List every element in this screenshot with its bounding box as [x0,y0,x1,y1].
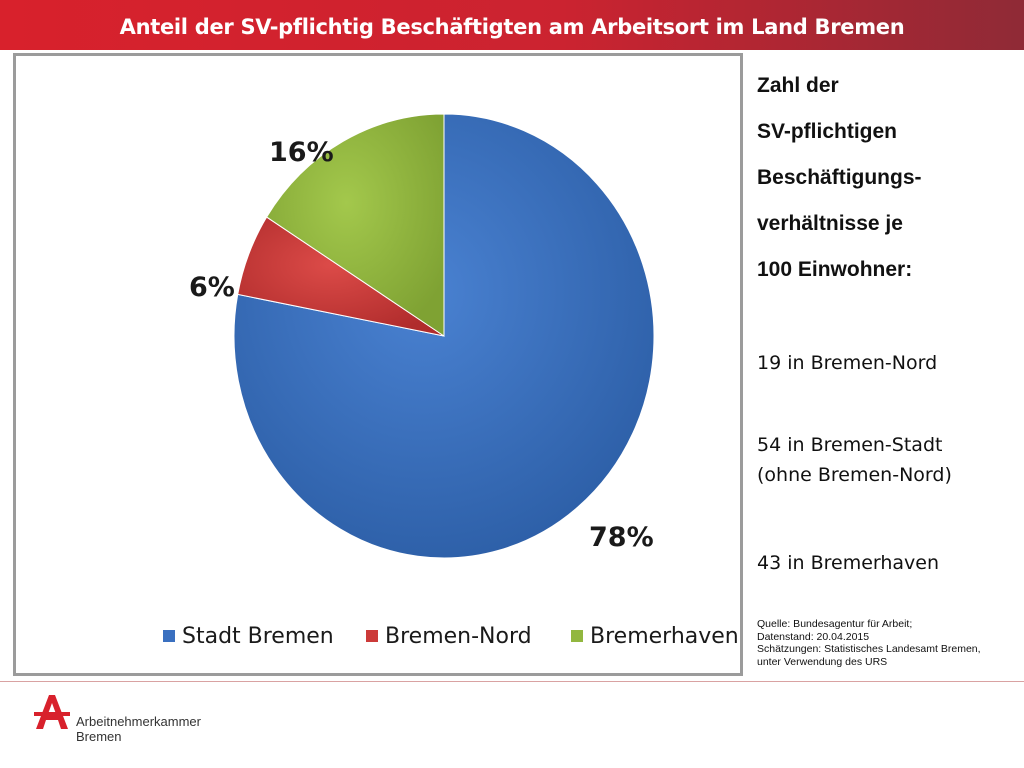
stat-line: 19 in Bremen-Nord [757,352,938,374]
legend-swatch-bremen-nord [366,630,378,642]
legend-label-bremerhaven: Bremerhaven [590,624,739,649]
data-label-bremerhaven: 16% [269,137,334,168]
data-label-bremen-nord: 6% [189,272,235,303]
slide-title: Anteil der SV-pflichtig Beschäftigten am… [119,15,905,39]
logo-wordmark: Arbeitnehmerkammer Bremen [76,714,201,744]
heading-line: Beschäftigungs- [757,166,922,189]
stat-bremen-stadt: 54 in Bremen-Stadt (ohne Bremen-Nord) [757,430,1017,490]
title-bar [0,0,1024,50]
indicator-heading: Zahl der SV-pflichtigen Beschäftigungs- … [757,70,997,300]
arbeitnehmerkammer-logo [32,692,72,737]
logo-line: Bremen [76,729,122,744]
source-line: Quelle: Bundesagentur für Arbeit; [757,618,913,630]
stat-line-sub: (ohne Bremen-Nord) [757,464,952,486]
pie-slice-bremerhaven [266,113,445,337]
source-note: Quelle: Bundesagentur für Arbeit; Datens… [757,618,1022,668]
heading-line: Zahl der [757,74,839,97]
data-label-stadt-bremen: 78% [589,522,654,553]
legend-label-bremen-nord: Bremen-Nord [385,624,532,649]
source-line: unter Verwendung des URS [757,655,888,668]
heading-line: 100 Einwohner: [757,258,913,281]
logo-line: Arbeitnehmerkammer [76,714,201,729]
heading-line: verhältnisse je [757,212,903,235]
heading-line: SV-pflichtigen [757,120,898,143]
source-line: Schätzungen: Statistisches Landesamt Bre… [757,643,981,655]
pie-chart: 78% 6% 16% Stadt Bremen Bremen-Nord Bremerha… [163,113,739,649]
stat-bremen-nord: 19 in Bremen-Nord [757,348,1017,378]
footer-divider [0,681,1024,682]
stat-bremerhaven: 43 in Bremerhaven [757,548,1017,578]
legend-swatch-bremerhaven [571,630,583,642]
chart-frame: 78% 6% 16% Stadt Bremen Bremen-Nord Bremerha… [13,53,743,676]
source-line: Datenstand: 20.04.2015 [757,630,870,643]
arbeitnehmerkammer-a-logo-icon [34,695,70,729]
legend-label-stadt-bremen: Stadt Bremen [182,624,334,649]
stat-line: 43 in Bremerhaven [757,552,940,574]
legend-swatch-stadt-bremen [163,630,175,642]
stat-line: 54 in Bremen-Stadt [757,434,943,456]
